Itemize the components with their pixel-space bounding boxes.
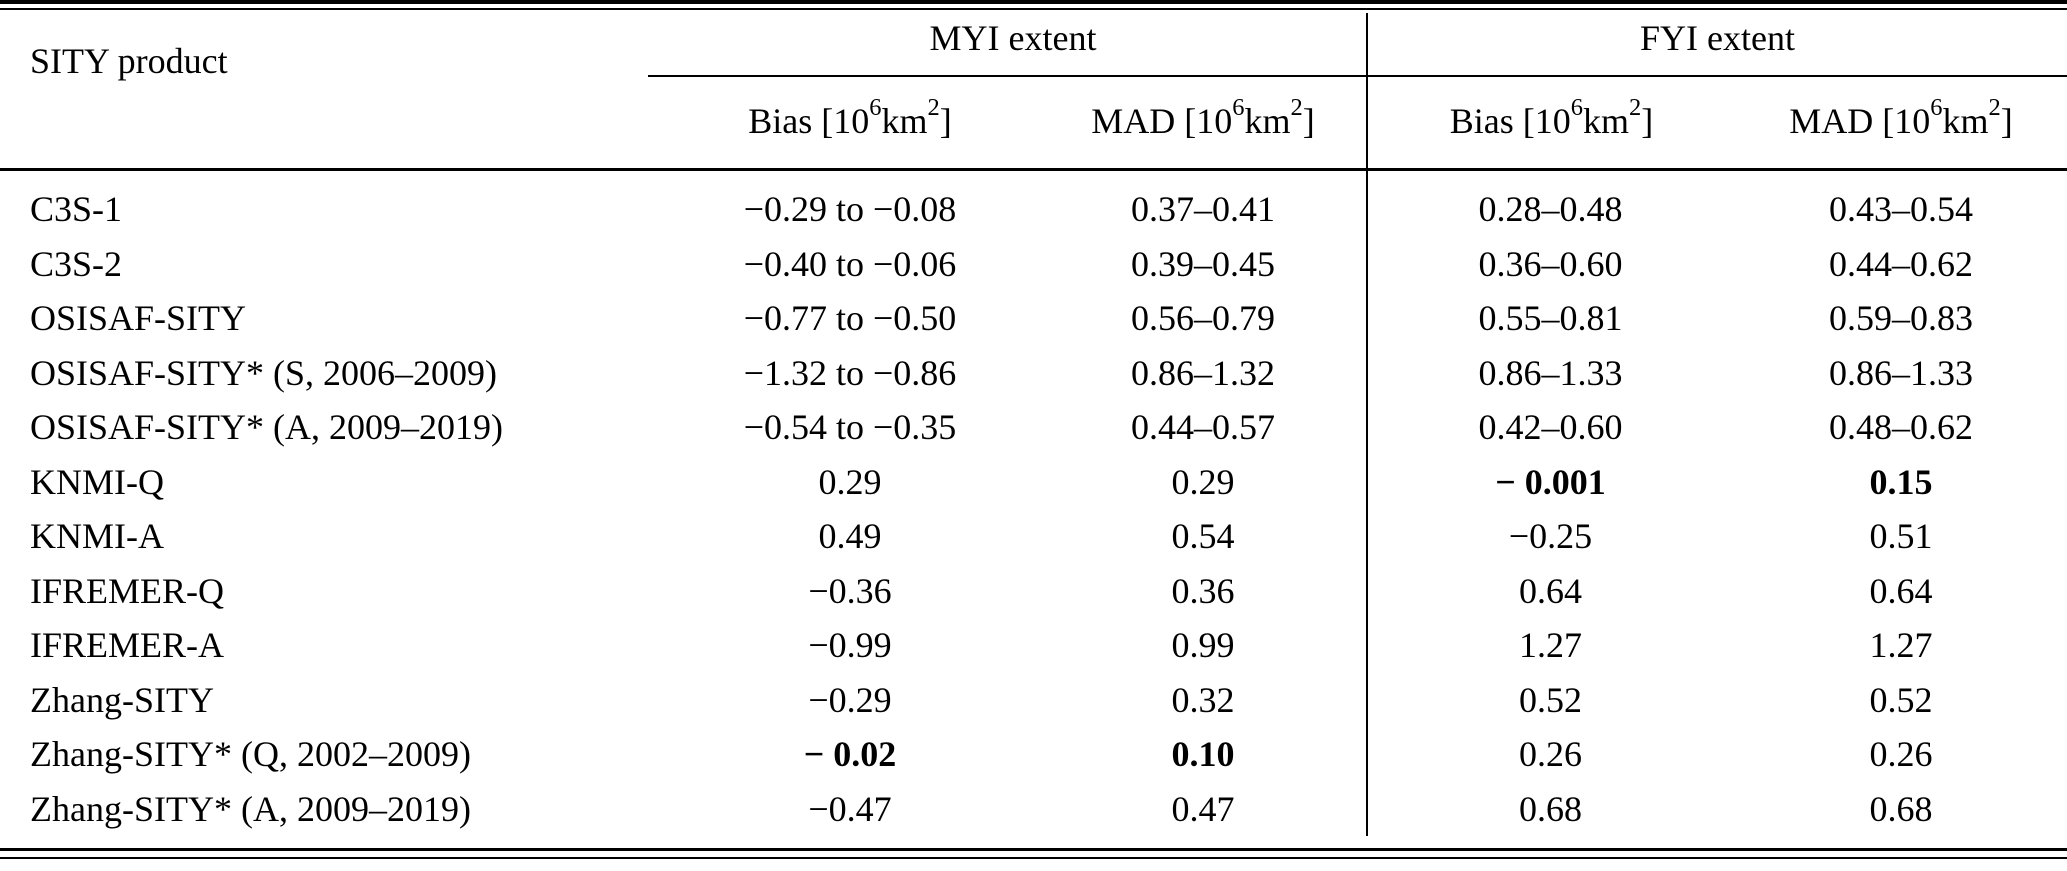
column-group-myi-extent: MYI extent bbox=[929, 18, 1097, 58]
cell-product: OSISAF-SITY* (S, 2006–2009) bbox=[30, 352, 498, 393]
cell-fyi-bias: 1.27 bbox=[1519, 625, 1582, 666]
column-header-myi-bias: Bias [10 6 km 2] bbox=[748, 93, 952, 141]
column-header-sity-product: SITY product bbox=[30, 41, 228, 81]
cell-myi-bias: −0.29 to −0.08 bbox=[743, 189, 957, 230]
cell-fyi-bias: 0.28–0.48 bbox=[1478, 189, 1623, 230]
cell-myi-bias: −0.36 bbox=[808, 570, 892, 611]
cell-product: KNMI-A bbox=[30, 516, 164, 557]
cell-myi-mad: 0.47 bbox=[1171, 788, 1235, 829]
cell-fyi-bias: 0.64 bbox=[1519, 570, 1582, 611]
cell-myi-bias: −0.77 to −0.50 bbox=[743, 298, 957, 339]
cell-myi-bias: 0.29 bbox=[818, 461, 882, 502]
cell-myi-mad: 0.10 bbox=[1171, 734, 1235, 775]
cell-myi-bias: −0.99 bbox=[808, 625, 892, 666]
cell-myi-mad: 0.86–1.32 bbox=[1131, 352, 1275, 393]
cell-myi-bias: −0.47 bbox=[808, 788, 892, 829]
myi-group-underline-rule bbox=[648, 75, 1366, 77]
cell-fyi-bias: 0.55–0.81 bbox=[1478, 298, 1623, 339]
cell-fyi-bias: 0.36–0.60 bbox=[1478, 243, 1623, 284]
cell-fyi-mad: 0.52 bbox=[1869, 679, 1933, 720]
cell-myi-mad: 0.56–0.79 bbox=[1131, 298, 1275, 339]
cell-myi-mad: 0.29 bbox=[1171, 461, 1235, 502]
top-rule-outer bbox=[0, 0, 2067, 4]
cell-myi-bias: −0.40 to −0.06 bbox=[743, 243, 957, 284]
cell-fyi-bias: 0.52 bbox=[1519, 679, 1582, 720]
column-header-fyi-bias: Bias [10 6 km 2] bbox=[1449, 93, 1654, 141]
cell-fyi-bias: − 0.001 bbox=[1495, 461, 1606, 502]
cell-myi-bias: −0.29 bbox=[808, 679, 892, 720]
cell-fyi-bias: 0.26 bbox=[1519, 734, 1582, 775]
cell-myi-mad: 0.54 bbox=[1171, 516, 1235, 557]
cell-myi-bias: −0.54 to −0.35 bbox=[743, 407, 957, 448]
cell-product: Zhang-SITY* (A, 2009–2019) bbox=[30, 788, 471, 829]
cell-myi-mad: 0.99 bbox=[1171, 625, 1235, 666]
cell-fyi-bias: 0.86–1.33 bbox=[1478, 352, 1623, 393]
cell-myi-mad: 0.44–0.57 bbox=[1131, 407, 1275, 448]
cell-fyi-mad: 0.43–0.54 bbox=[1829, 189, 1973, 230]
top-rule-inner bbox=[0, 8, 2067, 10]
cell-product: Zhang-SITY bbox=[30, 679, 214, 720]
cell-product: C3S-1 bbox=[30, 189, 123, 230]
cell-myi-bias: 0.49 bbox=[818, 516, 882, 557]
cell-myi-bias: − 0.02 bbox=[803, 734, 897, 775]
cell-product: OSISAF-SITY bbox=[30, 298, 247, 339]
cell-fyi-mad: 0.51 bbox=[1869, 516, 1933, 557]
myi-fyi-divider-rule bbox=[1366, 13, 1368, 836]
cell-fyi-bias: 0.42–0.60 bbox=[1478, 407, 1623, 448]
cell-fyi-mad: 0.86–1.33 bbox=[1829, 352, 1973, 393]
bottom-rule-outer bbox=[0, 848, 2067, 851]
cell-myi-mad: 0.32 bbox=[1171, 679, 1235, 720]
cell-myi-mad: 0.39–0.45 bbox=[1131, 243, 1275, 284]
fyi-group-underline-rule bbox=[1368, 75, 2067, 77]
cell-product: OSISAF-SITY* (A, 2009–2019) bbox=[30, 407, 504, 448]
cell-fyi-mad: 0.48–0.62 bbox=[1829, 407, 1973, 448]
cell-fyi-mad: 0.64 bbox=[1869, 570, 1933, 611]
cell-product: IFREMER-A bbox=[30, 625, 225, 666]
cell-product: C3S-2 bbox=[30, 243, 123, 284]
cell-fyi-mad: 0.59–0.83 bbox=[1829, 298, 1973, 339]
cell-myi-bias: −1.32 to −0.86 bbox=[743, 352, 957, 393]
cell-product: Zhang-SITY* (Q, 2002–2009) bbox=[30, 734, 471, 775]
header-separator-rule bbox=[0, 168, 2067, 171]
bottom-rule-inner bbox=[0, 857, 2067, 859]
column-header-myi-mad: MAD [10 6 km 2] bbox=[1091, 93, 1315, 141]
cell-myi-mad: 0.37–0.41 bbox=[1131, 189, 1275, 230]
cell-fyi-bias: −0.25 bbox=[1508, 516, 1593, 557]
cell-fyi-mad: 0.15 bbox=[1869, 461, 1933, 502]
column-header-fyi-mad: MAD [10 6 km 2] bbox=[1789, 93, 2013, 141]
cell-product: KNMI-Q bbox=[30, 461, 164, 502]
cell-fyi-mad: 0.44–0.62 bbox=[1829, 243, 1973, 284]
cell-product: IFREMER-Q bbox=[30, 570, 225, 611]
cell-fyi-mad: 0.26 bbox=[1869, 734, 1933, 775]
cell-fyi-mad: 1.27 bbox=[1869, 625, 1933, 666]
table-body: C3S-1 −0.29 to −0.08 0.37–0.41 0.28–0.48… bbox=[0, 182, 2067, 836]
cell-fyi-bias: 0.68 bbox=[1519, 788, 1582, 829]
cell-fyi-mad: 0.68 bbox=[1869, 788, 1933, 829]
cell-myi-mad: 0.36 bbox=[1171, 570, 1235, 611]
column-group-fyi-extent: FYI extent bbox=[1640, 18, 1795, 58]
